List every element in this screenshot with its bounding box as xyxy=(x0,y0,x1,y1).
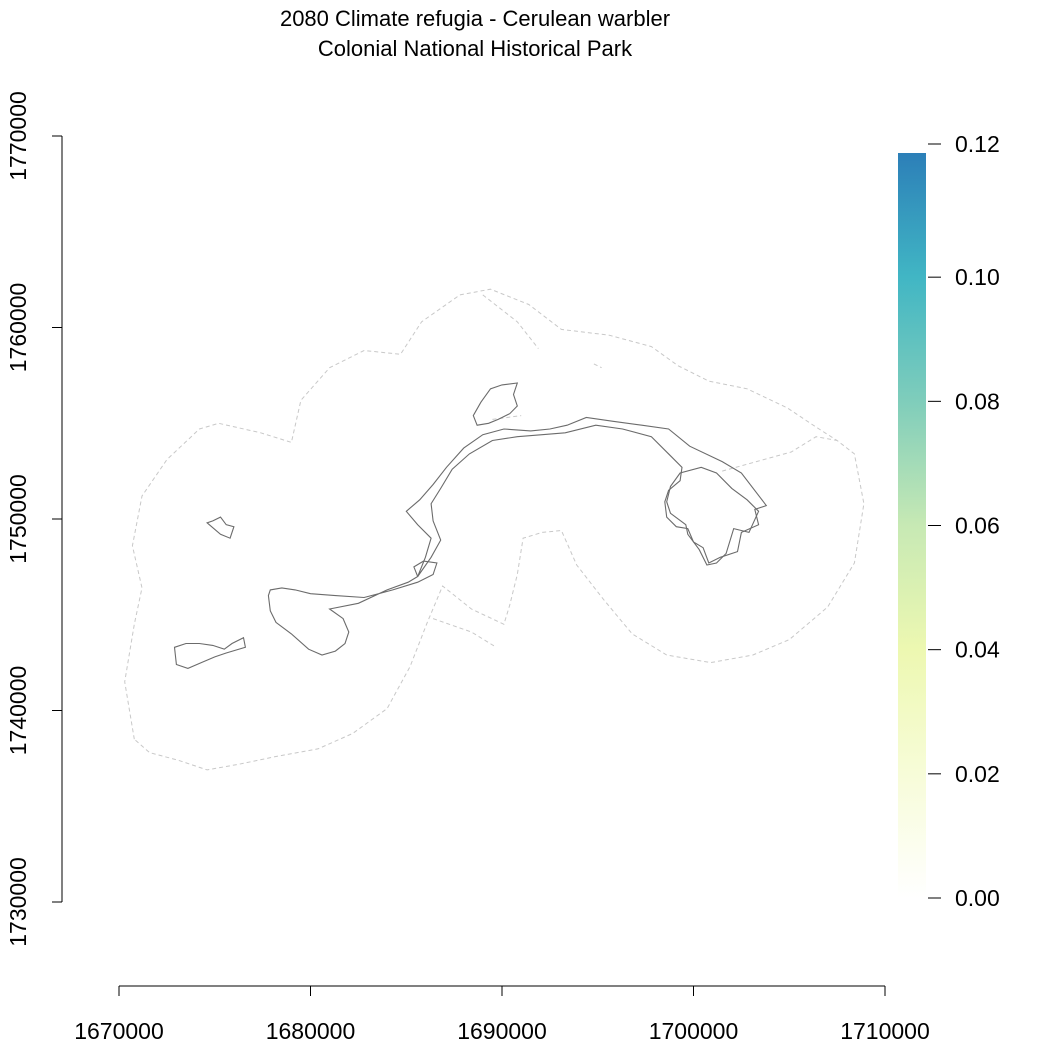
legend-tick-label: 0.00 xyxy=(955,885,1000,911)
buffer-line-0 xyxy=(482,294,539,349)
y-tick-label: 1730000 xyxy=(5,857,31,947)
y-tick-label: 1750000 xyxy=(5,474,31,564)
x-tick-label: 1710000 xyxy=(840,1018,930,1044)
x-tick-label: 1690000 xyxy=(457,1018,547,1044)
y-tick-label: 1770000 xyxy=(5,91,31,181)
legend-tick-label: 0.08 xyxy=(955,388,1000,414)
y-tick-label: 1740000 xyxy=(5,666,31,756)
park-boundary-0 xyxy=(173,636,247,669)
legend-tick-label: 0.02 xyxy=(955,761,1000,787)
x-tick-label: 1700000 xyxy=(649,1018,739,1044)
buffer-line-1 xyxy=(492,415,522,420)
buffer-line-2 xyxy=(722,436,838,472)
x-tick-label: 1680000 xyxy=(266,1018,356,1044)
park-boundary-2 xyxy=(267,560,438,656)
legend-tick-label: 0.12 xyxy=(955,131,1000,157)
buffer-line-3 xyxy=(432,618,497,648)
legend-colorbar xyxy=(898,153,926,898)
axes: 1670000 1680000 1690000 1700000 1710000 17300… xyxy=(5,91,930,1044)
map-layer xyxy=(124,288,865,771)
color-legend: 0.00 0.02 0.04 0.06 0.08 0.10 0.12 xyxy=(898,131,1000,911)
y-tick-label: 1760000 xyxy=(5,283,31,373)
legend-tick-label: 0.10 xyxy=(955,264,1000,290)
legend-tick-label: 0.04 xyxy=(955,637,1000,663)
park-boundary-1 xyxy=(206,516,235,539)
buffer-boundary xyxy=(124,288,865,771)
legend-tick-label: 0.06 xyxy=(955,513,1000,539)
buffer-line-4 xyxy=(593,363,602,369)
chart-subtitle: Colonial National Historical Park xyxy=(317,36,633,61)
x-tick-label: 1670000 xyxy=(74,1018,164,1044)
park-boundary-4 xyxy=(472,382,519,426)
chart-title: 2080 Climate refugia - Cerulean warbler xyxy=(279,6,671,31)
park-boundary-5 xyxy=(666,466,760,566)
park-boundary-3 xyxy=(405,416,768,577)
